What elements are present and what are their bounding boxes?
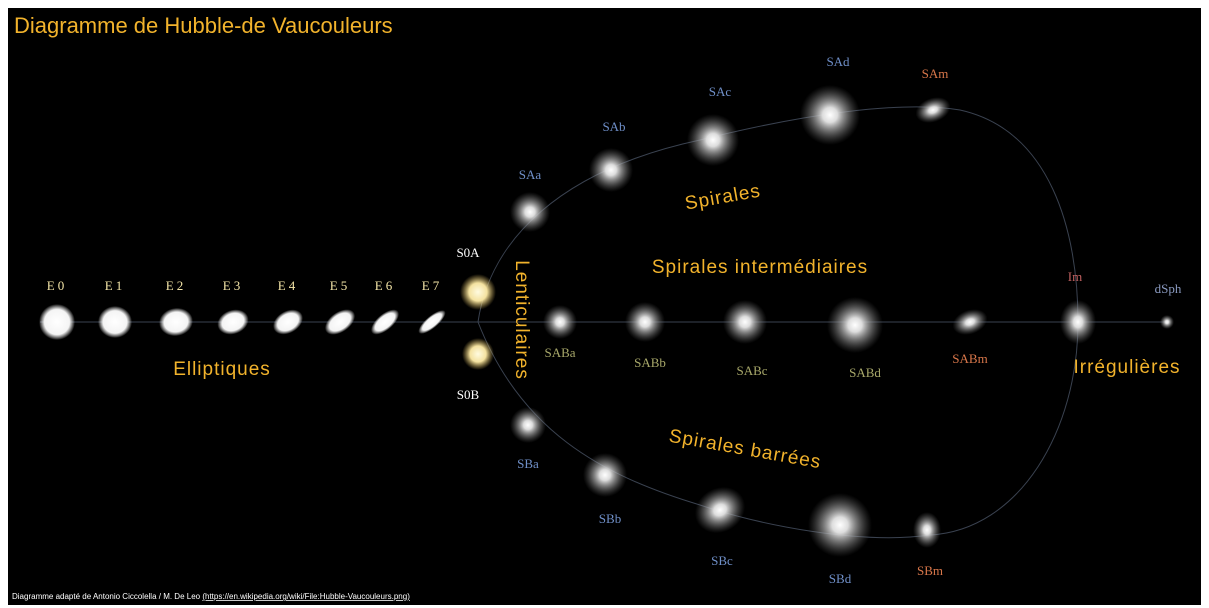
galaxy	[39, 304, 75, 340]
galaxy-label: SAa	[519, 167, 542, 182]
group-label: Lenticulaires	[511, 260, 532, 380]
galaxy-label: SABm	[952, 351, 987, 366]
credit: Diagramme adapté de Antonio Ciccolella /…	[12, 592, 410, 601]
galaxy-label: SBb	[599, 511, 621, 526]
galaxy-label: SAm	[922, 66, 949, 81]
galaxy-label: SBc	[711, 553, 733, 568]
galaxy-label: SABa	[544, 345, 575, 360]
galaxy-label: SABc	[736, 363, 767, 378]
group-label: Spirales intermédiaires	[652, 257, 868, 278]
galaxy	[913, 512, 941, 548]
galaxy	[460, 274, 496, 310]
galaxy-label: SAc	[709, 84, 732, 99]
galaxy-label: SBa	[517, 456, 539, 471]
galaxy-label: E5	[330, 278, 350, 293]
galaxy	[800, 85, 860, 145]
galaxy	[543, 305, 577, 339]
galaxy	[1160, 315, 1174, 329]
diagram: Diagramme de Hubble-de Vaucouleurs Ellip…	[0, 0, 1209, 608]
galaxy	[723, 300, 767, 344]
galaxy-label: E3	[223, 278, 243, 293]
galaxy-label: SAd	[826, 54, 850, 69]
galaxy	[510, 407, 546, 443]
galaxy	[1060, 300, 1096, 344]
galaxy	[808, 493, 872, 557]
galaxy	[510, 192, 550, 232]
galaxy-label: E0	[47, 278, 67, 293]
galaxy	[589, 148, 633, 192]
group-label: Elliptiques	[173, 359, 271, 380]
galaxy	[583, 453, 627, 497]
galaxy	[98, 306, 132, 338]
galaxy	[827, 297, 883, 353]
galaxy-label: E4	[278, 278, 298, 293]
credit-link[interactable]: (https://en.wikipedia.org/wiki/File:Hubb…	[202, 592, 410, 601]
title: Diagramme de Hubble-de Vaucouleurs	[14, 13, 393, 38]
galaxy-label: S0A	[456, 245, 480, 260]
galaxy-label: SAb	[602, 119, 625, 134]
galaxy	[687, 114, 739, 166]
group-label: Irrégulières	[1073, 357, 1180, 378]
galaxy-label: SABd	[849, 365, 881, 380]
galaxy-label: SABb	[634, 355, 666, 370]
galaxy-label: E6	[375, 278, 395, 293]
galaxy-label: dSph	[1155, 281, 1182, 296]
credit-text: Diagramme adapté de Antonio Ciccolella /…	[12, 592, 201, 601]
galaxy-label: E1	[105, 278, 125, 293]
galaxy-label: S0B	[457, 387, 480, 402]
galaxy-label: SBd	[829, 571, 852, 586]
galaxy-label: Im	[1068, 269, 1082, 284]
galaxy	[462, 338, 494, 370]
galaxy	[625, 302, 665, 342]
galaxy-label: SBm	[917, 563, 943, 578]
galaxy-label: E7	[422, 278, 442, 293]
galaxy-label: E2	[166, 278, 186, 293]
